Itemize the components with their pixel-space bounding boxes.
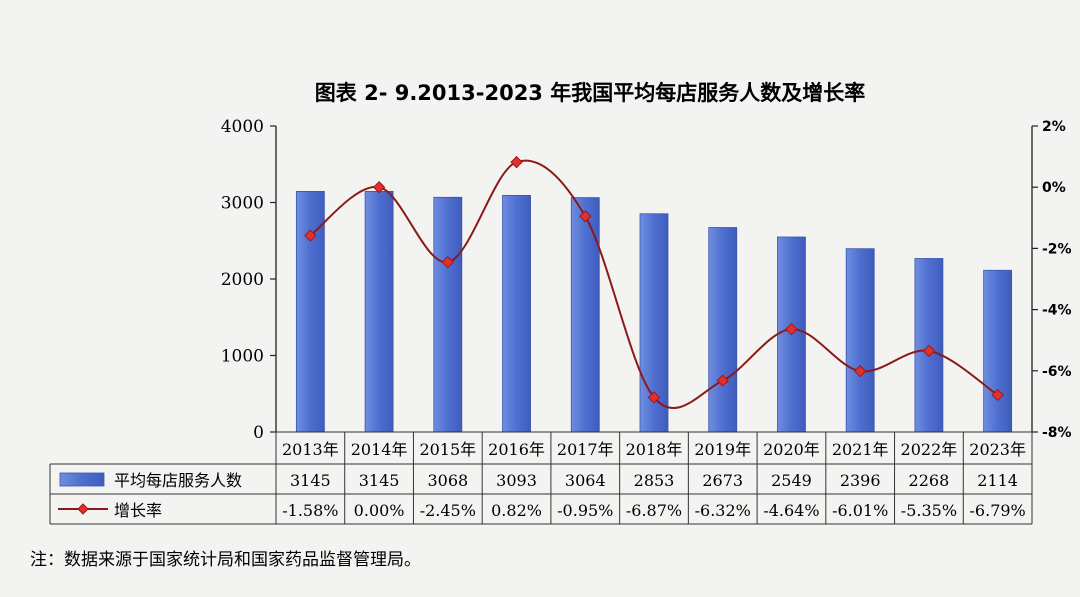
bar-value-label: 3093 [496,471,537,490]
bar [983,269,1013,433]
bar-value-label: 3068 [427,471,468,490]
category-label: 2017年 [557,440,614,459]
right-tick-label: 0% [1042,180,1066,196]
left-tick-label: 4000 [221,117,264,137]
data-table: 2013年 3145 -1.58% 2014年 3145 0.00% 2015年 3068 -2… [49,431,1033,525]
line-point [922,344,936,358]
category-label: 2018年 [626,440,683,459]
legend-bar-key [59,472,105,487]
growth-line [309,159,999,410]
bar-value-label: 2673 [702,471,743,490]
growth-value-label: -5.35% [901,501,957,520]
left-tick-label: 0 [253,423,264,443]
growth-value-label: -0.95% [557,501,613,520]
bar [708,227,738,433]
growth-value-label: 0.00% [354,501,405,520]
bar-value-label: 2268 [909,471,950,490]
growth-value-label: -6.32% [695,501,751,520]
bar-value-label: 3064 [565,471,606,490]
growth-value-label: -4.64% [763,501,819,520]
line-point [716,374,729,387]
chart-title: 图表 2- 9.2013-2023 年我国平均每店服务人数及增长率 [315,81,865,105]
growth-value-label: -6.79% [970,501,1026,520]
growth-value-label: -2.45% [420,501,476,520]
line-point [785,322,798,336]
growth-value-label: -6.01% [832,501,888,520]
line-point [372,180,386,194]
category-label: 2020年 [763,440,820,459]
line-point [441,255,455,269]
line-point [579,210,592,223]
legend-line-label: 增长率 [114,501,162,520]
right-tick-label: 2% [1042,119,1066,135]
bar-value-label: 3145 [359,471,400,490]
bar-value-label: 2549 [771,471,812,490]
right-tick-label: -4% [1042,303,1072,319]
category-label: 2014年 [351,440,408,459]
left-tick-label: 1000 [221,347,264,367]
legend-line-marker [77,503,89,515]
bar-value-label: 2396 [840,471,881,490]
bar-value-label: 3145 [290,471,331,490]
right-tick-label: -2% [1042,241,1072,257]
category-label: 2019年 [694,440,751,459]
line-point [853,364,867,378]
category-label: 2013年 [282,440,339,459]
left-tick-label: 3000 [221,194,264,214]
growth-value-label: -1.58% [282,501,338,520]
category-label: 2022年 [901,440,958,459]
bar-value-label: 2853 [634,471,675,490]
bar [433,196,463,433]
line-point [647,391,661,404]
category-label: 2015年 [419,440,476,459]
category-label: 2016年 [488,440,545,459]
bar [502,194,531,433]
bar [364,191,394,433]
growth-value-label: 0.82% [491,501,542,520]
bar [914,258,944,433]
category-label: 2023年 [969,440,1026,459]
line-point [304,229,317,242]
category-label: 2021年 [832,440,889,459]
right-tick-label: -6% [1042,364,1072,380]
legend-bar-label: 平均每店服务人数 [114,471,242,490]
line-series [304,155,1004,410]
axes: 0 1000 2000 3000 4000 -8% -6% -4% -2% 0% 2% [221,117,1072,443]
source-note: 注：数据来源于国家统计局和国家药品监督管理局。 [30,550,421,570]
right-tick-label: -8% [1042,425,1072,441]
line-point [510,155,523,169]
bar-value-label: 2114 [977,471,1018,490]
bar [570,197,600,433]
left-tick-label: 2000 [221,270,264,290]
line-point [991,388,1004,402]
growth-value-label: -6.87% [626,501,682,520]
bar [845,248,875,433]
